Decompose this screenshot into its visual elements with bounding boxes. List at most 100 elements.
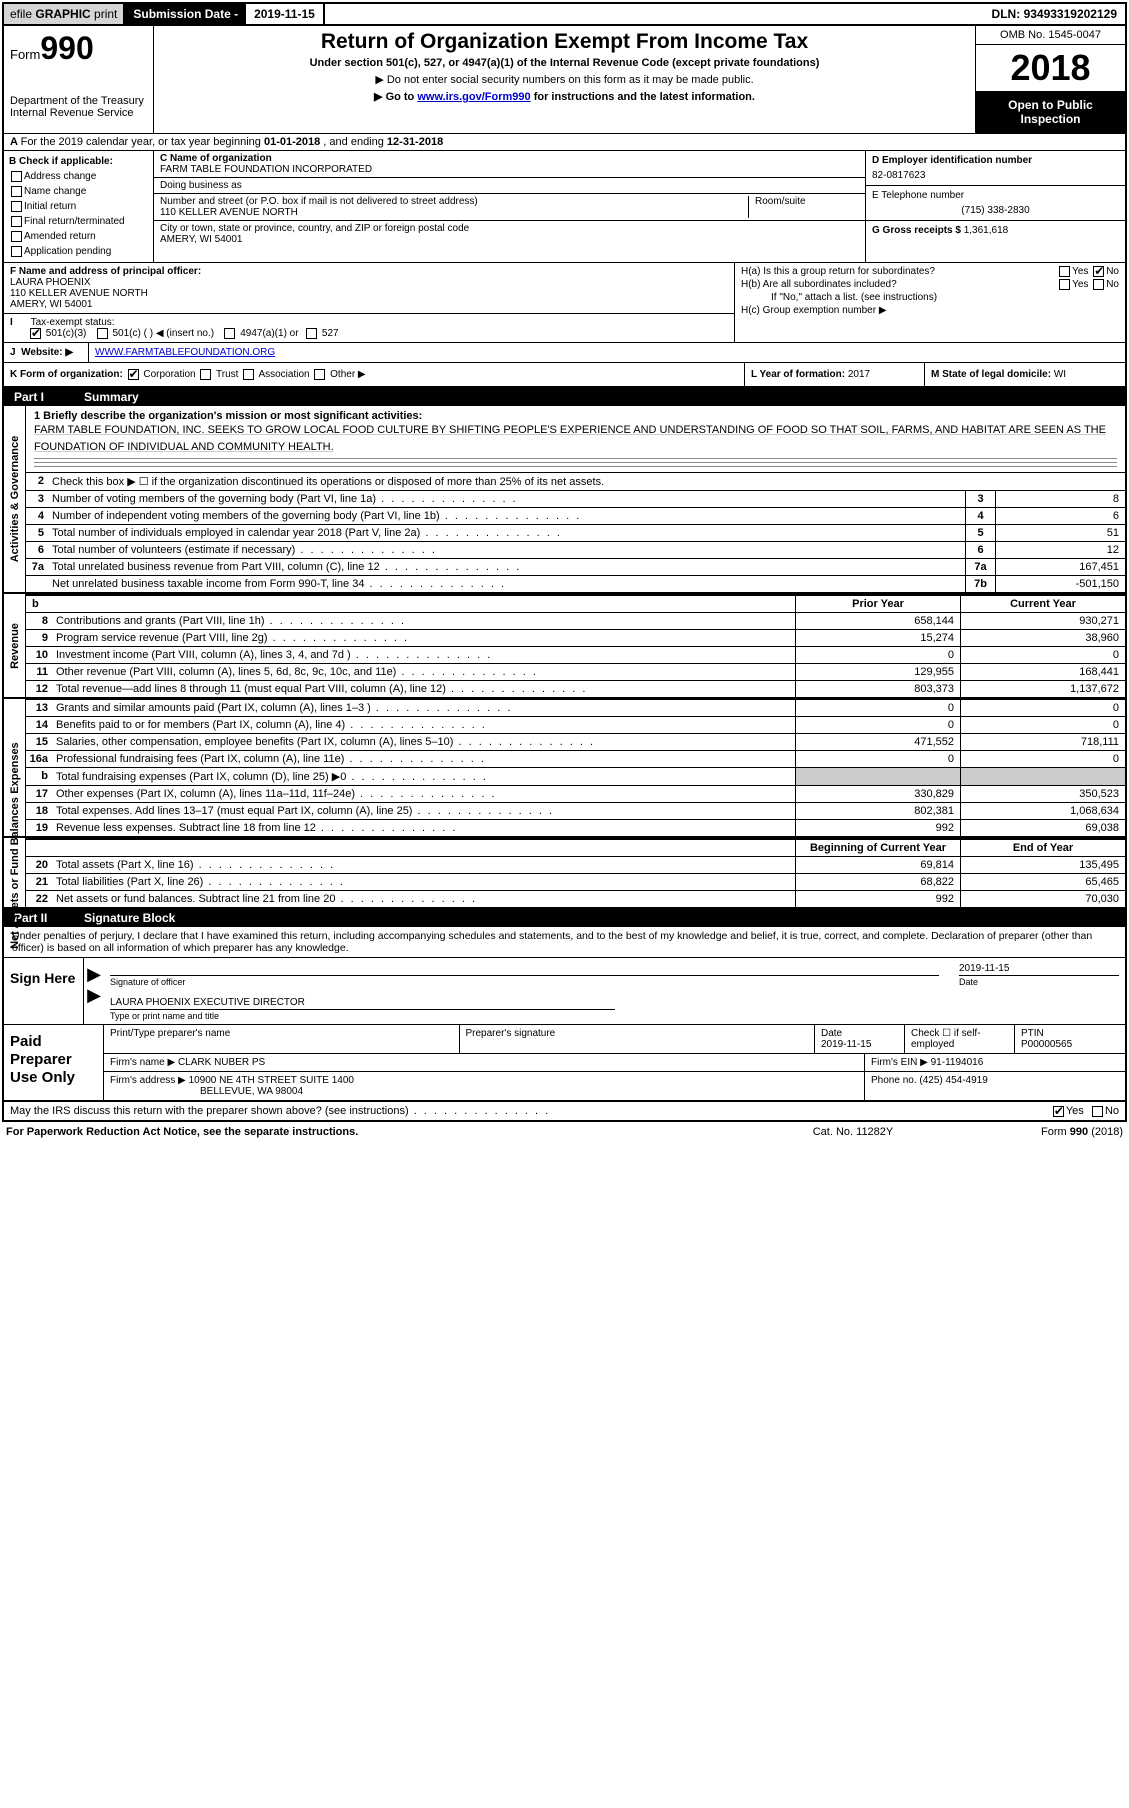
checkbox-icon[interactable] xyxy=(314,369,325,380)
fin-row: 21 Total liabilities (Part X, line 26) 6… xyxy=(26,873,1125,890)
checkbox-icon[interactable] xyxy=(1059,279,1070,290)
row-num: 19 xyxy=(26,820,52,836)
d-ein: 82-0817623 xyxy=(872,170,1119,181)
prior-year-val: 471,552 xyxy=(795,734,960,750)
c-city-row: City or town, state or province, country… xyxy=(154,221,865,247)
row-desc: Net unrelated business taxable income fr… xyxy=(48,576,965,592)
row-box: 5 xyxy=(965,525,995,541)
sub3-pre: ▶ Go to xyxy=(374,91,417,103)
header-middle: Return of Organization Exempt From Incom… xyxy=(154,26,975,133)
fin-row: 13 Grants and similar amounts paid (Part… xyxy=(26,699,1125,716)
g-gross: 1,361,618 xyxy=(964,225,1009,236)
checkbox-icon[interactable] xyxy=(200,369,211,380)
na-header: Beginning of Current Year End of Year xyxy=(26,838,1125,856)
row-desc: Net assets or fund balances. Subtract li… xyxy=(52,891,795,907)
current-year-val: 930,271 xyxy=(960,613,1125,629)
fin-row: 8 Contributions and grants (Part VIII, l… xyxy=(26,612,1125,629)
checkbox-icon[interactable] xyxy=(1059,266,1070,277)
preparer-date: Date2019-11-15 xyxy=(815,1025,905,1053)
prior-year-val: 803,373 xyxy=(795,681,960,697)
row-box: 3 xyxy=(965,491,995,507)
b-item: Amended return xyxy=(9,229,148,244)
checkbox-icon[interactable] xyxy=(224,328,235,339)
c-name: FARM TABLE FOUNDATION INCORPORATED xyxy=(160,164,859,175)
checkbox-icon[interactable] xyxy=(11,246,22,257)
arrow-icon: ▶▶ xyxy=(84,958,104,1024)
part-1-header: Part I Summary xyxy=(4,388,1125,406)
k-label: K Form of organization: xyxy=(10,369,123,380)
checkbox-icon[interactable] xyxy=(11,231,22,242)
row-desc: Grants and similar amounts paid (Part IX… xyxy=(52,700,795,716)
row-desc: Total liabilities (Part X, line 26) xyxy=(52,874,795,890)
paid-preparer-label: Paid Preparer Use Only xyxy=(4,1025,104,1100)
vtab-activities: Activities & Governance xyxy=(4,406,26,592)
checkbox-icon[interactable] xyxy=(30,328,41,339)
fin-row: 20 Total assets (Part X, line 16) 69,814… xyxy=(26,856,1125,873)
d-ein-label: D Employer identification number xyxy=(872,155,1119,166)
checkbox-icon[interactable] xyxy=(243,369,254,380)
prior-year-val: 992 xyxy=(795,891,960,907)
paid-grid: Print/Type preparer's name Preparer's si… xyxy=(104,1025,1125,1100)
row-num: 20 xyxy=(26,857,52,873)
b-item: Name change xyxy=(9,184,148,199)
form-990-page: efile GRAPHIC print Submission Date - 20… xyxy=(2,2,1127,1122)
column-de: D Employer identification number 82-0817… xyxy=(865,151,1125,262)
signature-intro: Under penalties of perjury, I declare th… xyxy=(4,927,1125,958)
b-header: B Check if applicable: xyxy=(9,154,148,169)
checkbox-icon[interactable] xyxy=(11,216,22,227)
fin-row: 18 Total expenses. Add lines 13–17 (must… xyxy=(26,802,1125,819)
activities-content: 1 Briefly describe the organization's mi… xyxy=(26,406,1125,592)
section-fih: F Name and address of principal officer:… xyxy=(4,263,1125,343)
fin-row: 10 Investment income (Part VIII, column … xyxy=(26,646,1125,663)
part-1-num: Part I xyxy=(14,390,84,404)
sign-here-row: Sign Here ▶▶ Signature of officer 2019-1… xyxy=(4,958,1125,1025)
checkbox-icon[interactable] xyxy=(11,171,22,182)
mission-text: FARM TABLE FOUNDATION, INC. SEEKS TO GRO… xyxy=(34,424,1106,453)
row-val: 8 xyxy=(995,491,1125,507)
checkbox-icon[interactable] xyxy=(1093,266,1104,277)
current-year-hdr: Current Year xyxy=(960,596,1125,612)
footer-mid: Cat. No. 11282Y xyxy=(763,1126,943,1138)
checkbox-icon[interactable] xyxy=(1093,279,1104,290)
dln-label: DLN: xyxy=(992,7,1021,21)
row-val: -501,150 xyxy=(995,576,1125,592)
efile-graphic-print: efile GRAPHIC print xyxy=(4,4,125,24)
prior-year-val xyxy=(795,768,960,785)
row-desc: Other revenue (Part VIII, column (A), li… xyxy=(52,664,795,680)
sign-body: Signature of officer 2019-11-15 Date LAU… xyxy=(104,958,1125,1024)
f-addr1: 110 KELLER AVENUE NORTH xyxy=(10,288,148,299)
website-link[interactable]: WWW.FARMTABLEFOUNDATION.ORG xyxy=(95,347,275,358)
checkbox-icon[interactable] xyxy=(1092,1106,1103,1117)
checkbox-icon[interactable] xyxy=(1053,1106,1064,1117)
row-num: 12 xyxy=(26,681,52,697)
checkbox-icon[interactable] xyxy=(128,369,139,380)
row-box: 6 xyxy=(965,542,995,558)
current-year-val: 1,137,672 xyxy=(960,681,1125,697)
paid-row-3: Firm's address ▶ 10900 NE 4TH STREET SUI… xyxy=(104,1072,1125,1100)
checkbox-icon[interactable] xyxy=(97,328,108,339)
row-desc: Revenue less expenses. Subtract line 18 … xyxy=(52,820,795,836)
k-form-org: K Form of organization: Corporation Trus… xyxy=(4,363,745,386)
q1: 1 Briefly describe the organization's mi… xyxy=(26,406,1125,472)
c-dba-label: Doing business as xyxy=(160,180,859,191)
fin-row: 17 Other expenses (Part IX, column (A), … xyxy=(26,785,1125,802)
prior-year-val: 68,822 xyxy=(795,874,960,890)
part-2-header: Part II Signature Block xyxy=(4,909,1125,927)
current-year-val: 718,111 xyxy=(960,734,1125,750)
prior-year-val: 802,381 xyxy=(795,803,960,819)
irs-link[interactable]: www.irs.gov/Form990 xyxy=(417,91,530,103)
net-assets-section: Net Assets or Fund Balances Beginning of… xyxy=(4,838,1125,909)
current-year-val: 135,495 xyxy=(960,857,1125,873)
row-num: 8 xyxy=(26,613,52,629)
checkbox-icon[interactable] xyxy=(306,328,317,339)
prior-year-val: 129,955 xyxy=(795,664,960,680)
checkbox-icon[interactable] xyxy=(11,186,22,197)
column-c: C Name of organization FARM TABLE FOUNDA… xyxy=(154,151,865,262)
dln-value: 93493319202129 xyxy=(1024,7,1117,21)
form-990: 990 xyxy=(40,30,93,66)
checkbox-icon[interactable] xyxy=(11,201,22,212)
section-bcde: B Check if applicable: Address change Na… xyxy=(4,151,1125,263)
prior-year-hdr: Prior Year xyxy=(795,596,960,612)
vtab-net-assets: Net Assets or Fund Balances xyxy=(4,838,26,907)
e-tel-label: E Telephone number xyxy=(872,190,1119,201)
